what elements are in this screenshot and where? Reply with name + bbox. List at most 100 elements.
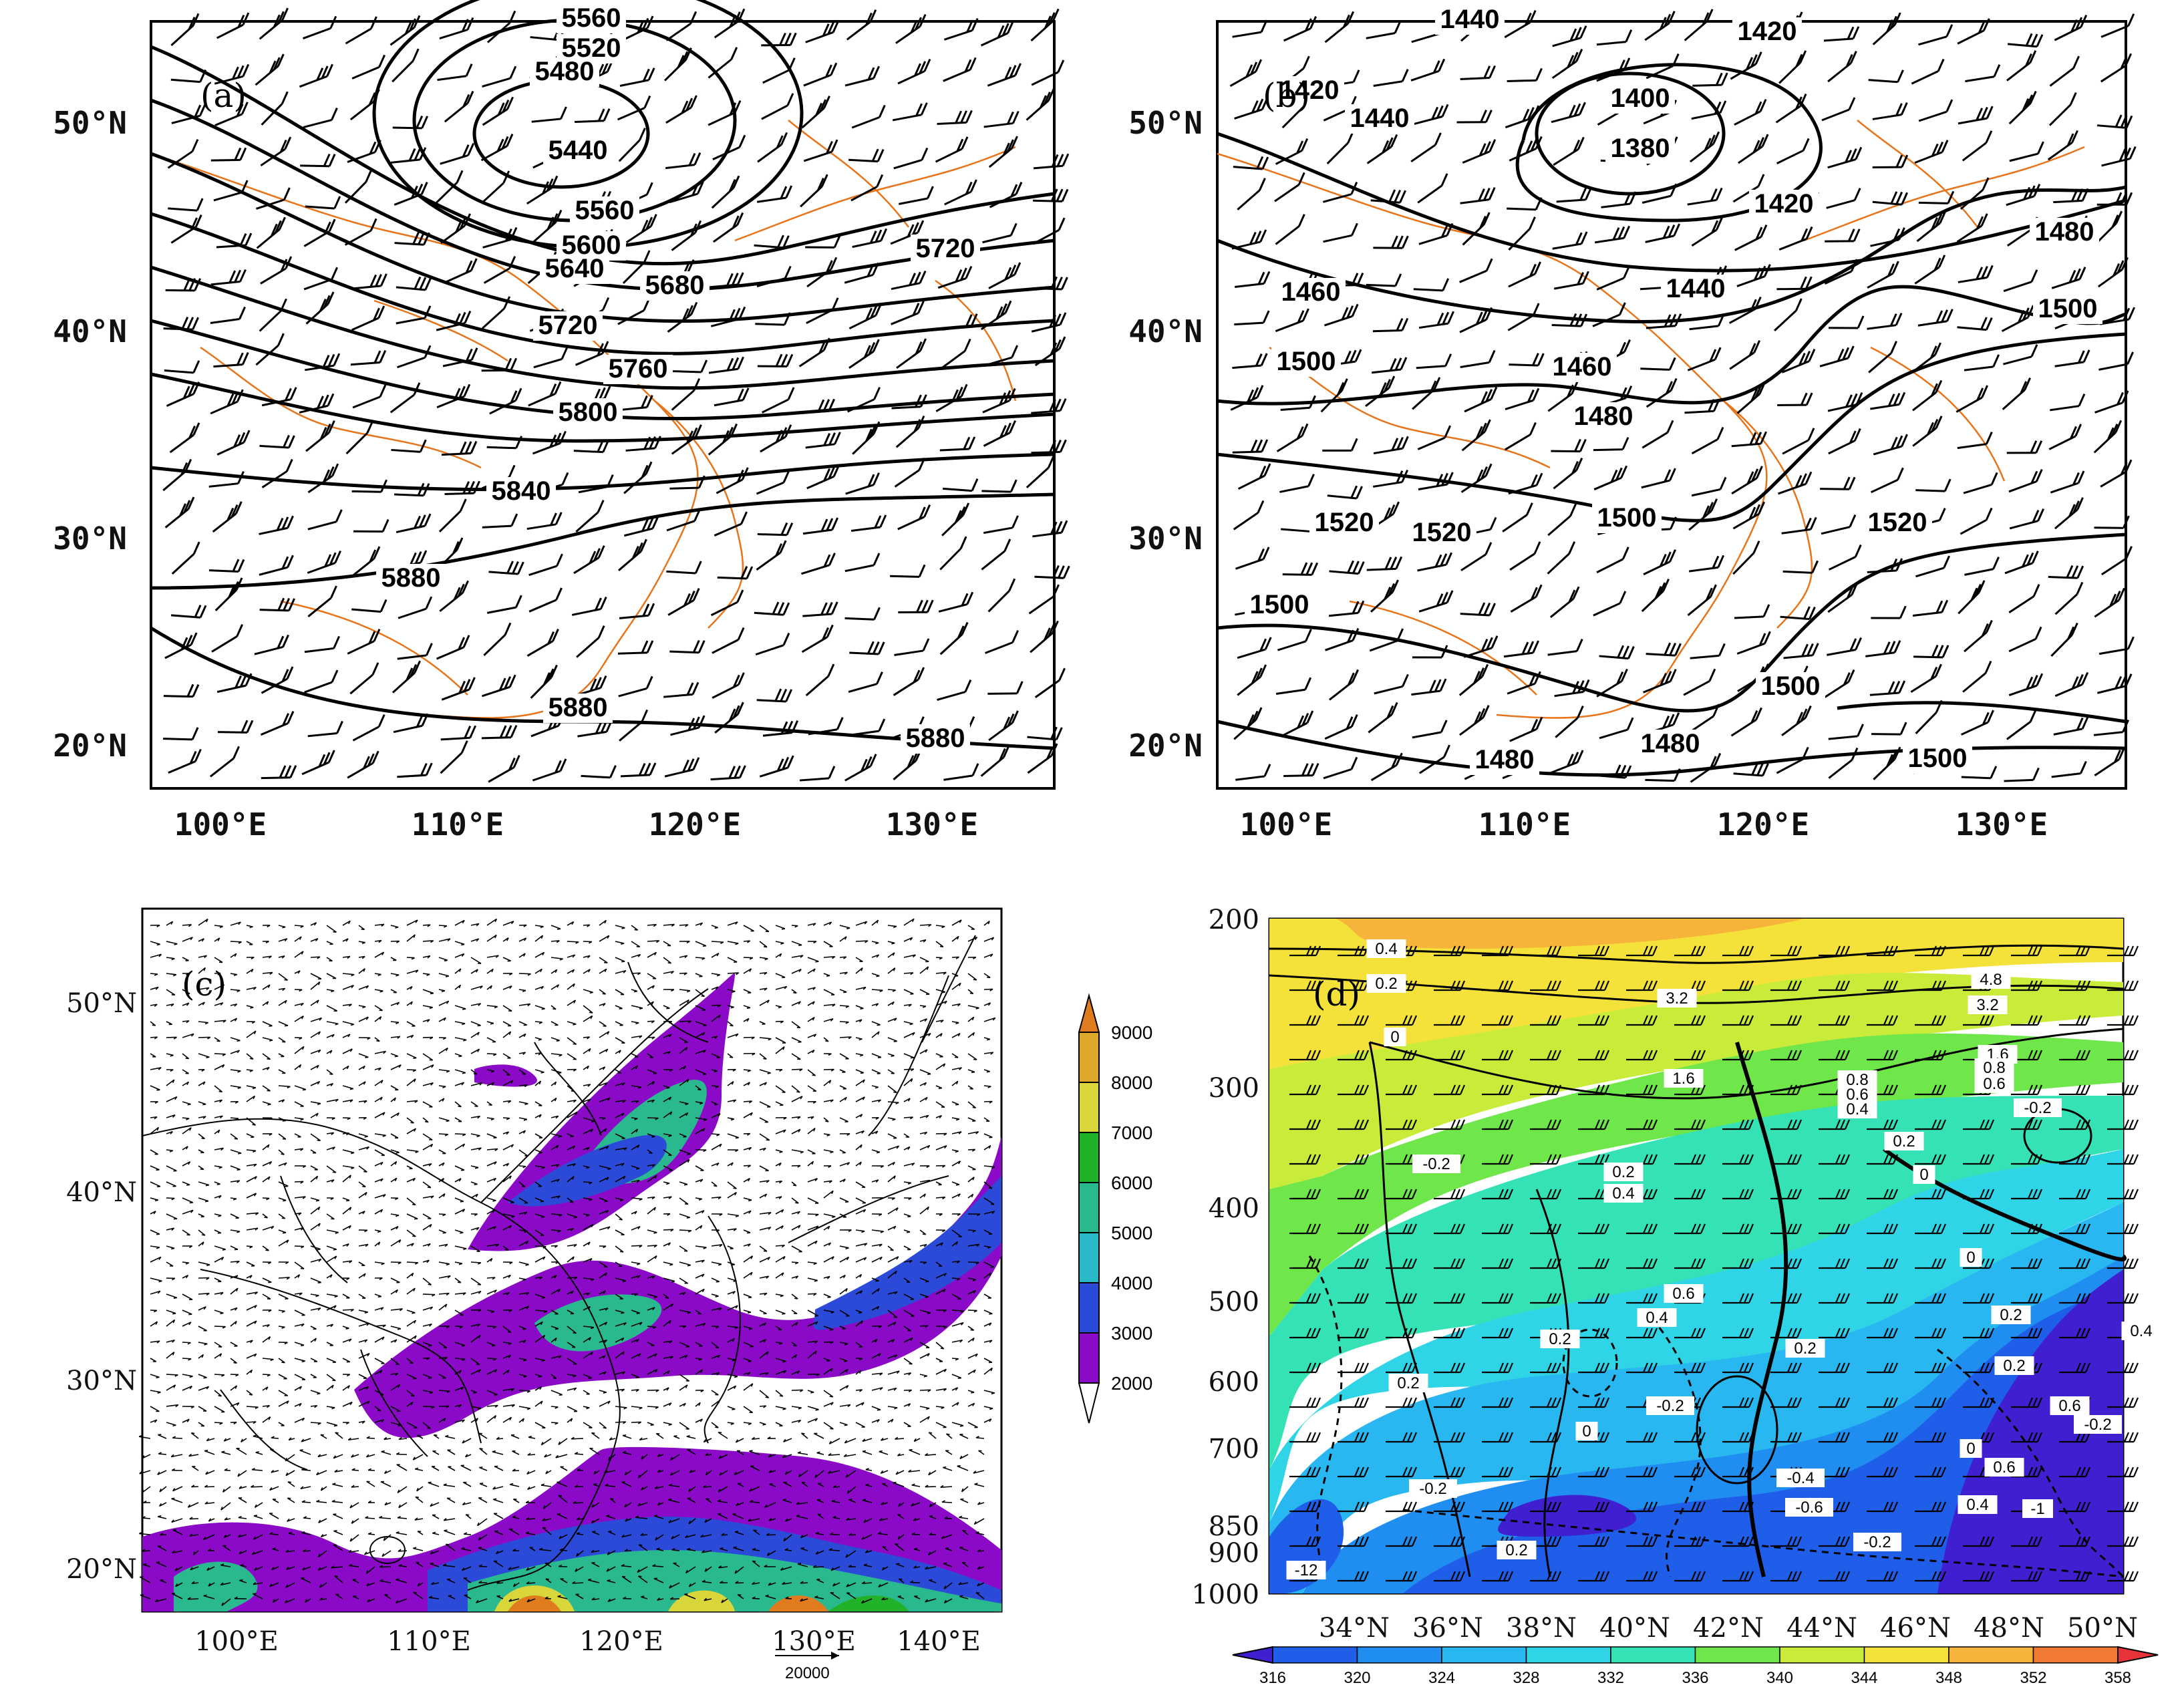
wind-barb bbox=[307, 550, 342, 574]
wind-barb bbox=[2054, 15, 2088, 41]
wind-barb bbox=[808, 717, 844, 736]
colorbar-label: 7000 bbox=[1111, 1122, 1152, 1143]
wind-barb bbox=[163, 316, 199, 331]
wind-barb bbox=[2008, 90, 2037, 125]
wind-barb bbox=[304, 635, 340, 653]
wind-barb bbox=[938, 591, 974, 613]
wind-barb bbox=[168, 748, 202, 774]
wind-barb bbox=[800, 174, 828, 208]
wind-barb bbox=[850, 514, 887, 532]
wind-barb bbox=[1684, 9, 1714, 41]
x-tick-label: 100°E bbox=[1240, 806, 1332, 842]
x-tick-label: 44°N bbox=[1786, 1613, 1857, 1644]
wind-barb bbox=[1918, 99, 1954, 122]
wind-barb bbox=[261, 666, 294, 694]
wind-barb bbox=[305, 291, 335, 325]
panel-a-wind-barbs bbox=[162, 7, 1070, 783]
wind-barb bbox=[893, 147, 929, 170]
wind-barb bbox=[444, 90, 474, 123]
contour-label: 0.4 bbox=[1603, 1184, 1644, 1203]
wind-barb bbox=[486, 10, 516, 43]
wind-barb bbox=[396, 513, 432, 534]
contour-label: 1420 bbox=[1749, 189, 1819, 219]
contour-label: 1480 bbox=[1569, 402, 1638, 432]
wind-barb bbox=[170, 214, 202, 244]
contour-label: 5480 bbox=[530, 57, 599, 87]
contour-label: 1520 bbox=[1309, 508, 1379, 538]
panel-c-y-axis: 50°N 40°N 30°N 20°N bbox=[66, 988, 137, 1585]
panel-a-y-axis: 50°N 40°N 30°N 20°N bbox=[53, 105, 127, 764]
wind-barb bbox=[1462, 139, 1497, 164]
contour-label: 1500 bbox=[2033, 294, 2102, 324]
svg-text:5880: 5880 bbox=[906, 724, 965, 753]
y-tick-label: 50°N bbox=[66, 988, 137, 1019]
contour-label: 0.8 bbox=[1974, 1058, 2014, 1077]
colorbar-left-triangle bbox=[1232, 1646, 1273, 1664]
wind-barb bbox=[439, 580, 469, 613]
wind-barb bbox=[852, 228, 888, 249]
wind-barb bbox=[1553, 136, 1585, 166]
wind-barb bbox=[891, 271, 927, 291]
wind-barb bbox=[625, 214, 657, 244]
svg-text:5560: 5560 bbox=[575, 196, 635, 225]
wind-barb bbox=[891, 394, 927, 410]
wind-barb bbox=[396, 345, 432, 369]
contour-label: 0.2 bbox=[1540, 1330, 1580, 1348]
wind-barb bbox=[436, 310, 472, 331]
wind-barb bbox=[305, 353, 341, 371]
contour-label: 0.6 bbox=[1984, 1458, 2024, 1477]
colorbar-segment bbox=[1078, 1282, 1100, 1334]
wind-barb bbox=[671, 377, 701, 411]
wind-barb bbox=[939, 621, 969, 655]
wind-barb bbox=[847, 387, 881, 413]
wind-barb bbox=[303, 107, 338, 129]
wind-barb bbox=[436, 635, 470, 660]
wind-barb bbox=[398, 596, 433, 619]
wind-barb bbox=[482, 96, 514, 126]
wind-barb bbox=[987, 578, 1016, 613]
svg-text:5720: 5720 bbox=[538, 311, 598, 340]
wind-barb bbox=[392, 116, 429, 130]
wind-barb bbox=[259, 555, 294, 576]
wind-barb bbox=[573, 545, 605, 575]
wind-barb bbox=[526, 175, 559, 205]
panel-d-y-axis: 200 300 400 500 600 700 850 900 1000 bbox=[1191, 905, 1259, 1610]
svg-text:5640: 5640 bbox=[545, 254, 605, 283]
wind-barb bbox=[618, 128, 646, 162]
wind-barb bbox=[347, 140, 381, 164]
wind-barb bbox=[350, 349, 387, 366]
wind-barb bbox=[2048, 92, 2077, 126]
panel-c: (c) 100°E 110°E 120°E 130°E 140°E 50°N 4… bbox=[66, 907, 1152, 1682]
panel-d-theta-e-fill bbox=[1269, 919, 2123, 1593]
wind-barb bbox=[345, 420, 374, 455]
x-tick-label: 110°E bbox=[387, 1626, 471, 1657]
wind-barb bbox=[259, 597, 295, 612]
wind-barb bbox=[669, 181, 704, 204]
wind-barb bbox=[1507, 197, 1543, 211]
wind-barb bbox=[806, 257, 838, 288]
wind-barb bbox=[708, 356, 745, 374]
wind-barb bbox=[573, 439, 610, 454]
wind-barb bbox=[581, 765, 617, 779]
wind-barb bbox=[1596, 57, 1631, 82]
wind-barb bbox=[844, 754, 877, 782]
wind-barb bbox=[307, 720, 343, 738]
contour-label: -0.2 bbox=[1853, 1533, 1901, 1551]
wind-barb bbox=[2096, 114, 2133, 129]
contour-label: 0 bbox=[1960, 1248, 1982, 1267]
wind-barb bbox=[1283, 16, 1317, 42]
wind-barb bbox=[980, 300, 1012, 331]
contour-label: 5880 bbox=[376, 563, 446, 593]
wind-barb bbox=[1778, 50, 1807, 84]
wind-barb bbox=[444, 258, 478, 284]
x-tick-label: 48°N bbox=[1974, 1613, 2044, 1644]
wind-barb bbox=[2100, 53, 2133, 83]
contour-label: 4.8 bbox=[1971, 970, 2011, 989]
x-tick-label: 110°E bbox=[412, 806, 504, 842]
wind-barb bbox=[898, 599, 934, 613]
wind-barb bbox=[260, 256, 293, 285]
wind-barb bbox=[216, 673, 253, 694]
contour-label: 5720 bbox=[911, 234, 980, 264]
contour-label: 3.2 bbox=[1968, 995, 2008, 1014]
y-tick-label: 50°N bbox=[53, 105, 127, 141]
